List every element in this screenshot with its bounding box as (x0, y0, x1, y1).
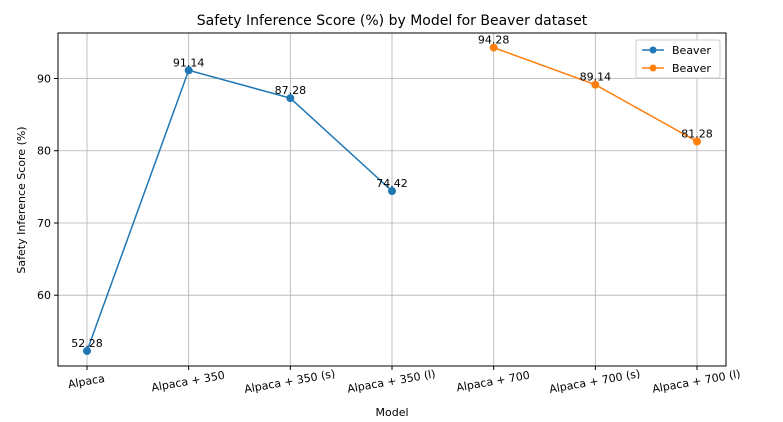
data-label-2-alpaca-700: 94.28 (478, 34, 510, 47)
data-point-1-alpaca (83, 346, 91, 355)
data-point-1-alpaca-350-l (388, 187, 396, 196)
data-label-2-alpaca-700-l: 81.28 (681, 127, 713, 140)
data-label-2-alpaca-700-s: 89.14 (580, 71, 612, 84)
legend-label-1: Beaver (672, 44, 711, 57)
data-label-1-alpaca-350-s: 87.28 (275, 84, 307, 97)
data-point-2-alpaca-700-l (693, 137, 701, 146)
chart-title: Safety Inference Score (%) by Model for … (197, 13, 588, 29)
data-point-2-alpaca-700 (489, 43, 498, 52)
data-label-1-alpaca: 52.28 (71, 337, 103, 350)
y-axis-ticks: 60 70 80 90 (37, 73, 58, 302)
data-labels: 52.28 91.14 87.28 74.42 94.28 89.14 81.28 (71, 34, 713, 350)
grid-lines (58, 33, 726, 366)
x-axis-label: Model (375, 406, 408, 419)
legend-marker-2 (649, 64, 657, 72)
y-tick-label-90: 90 (37, 73, 51, 86)
y-tick-label-70: 70 (37, 217, 51, 230)
y-axis-label: Safety Inference Score (%) (15, 126, 28, 273)
legend-marker-1 (649, 46, 657, 54)
data-label-1-alpaca-350-l: 74.42 (376, 177, 408, 190)
series-line-1 (86, 69, 393, 352)
legend: Beaver Beaver (635, 39, 721, 79)
data-point-2-alpaca-700-s (591, 80, 600, 89)
data-point-1-alpaca-350 (184, 66, 193, 75)
x-tick-label-alpaca: Alpaca (67, 372, 106, 391)
y-tick-label-80: 80 (37, 145, 51, 158)
plot-series (83, 43, 701, 355)
y-tick-label-60: 60 (37, 289, 51, 302)
data-point-1-alpaca-350-s (286, 94, 295, 103)
data-label-1-alpaca-350: 91.14 (173, 56, 205, 69)
legend-label-2: Beaver (672, 62, 711, 75)
